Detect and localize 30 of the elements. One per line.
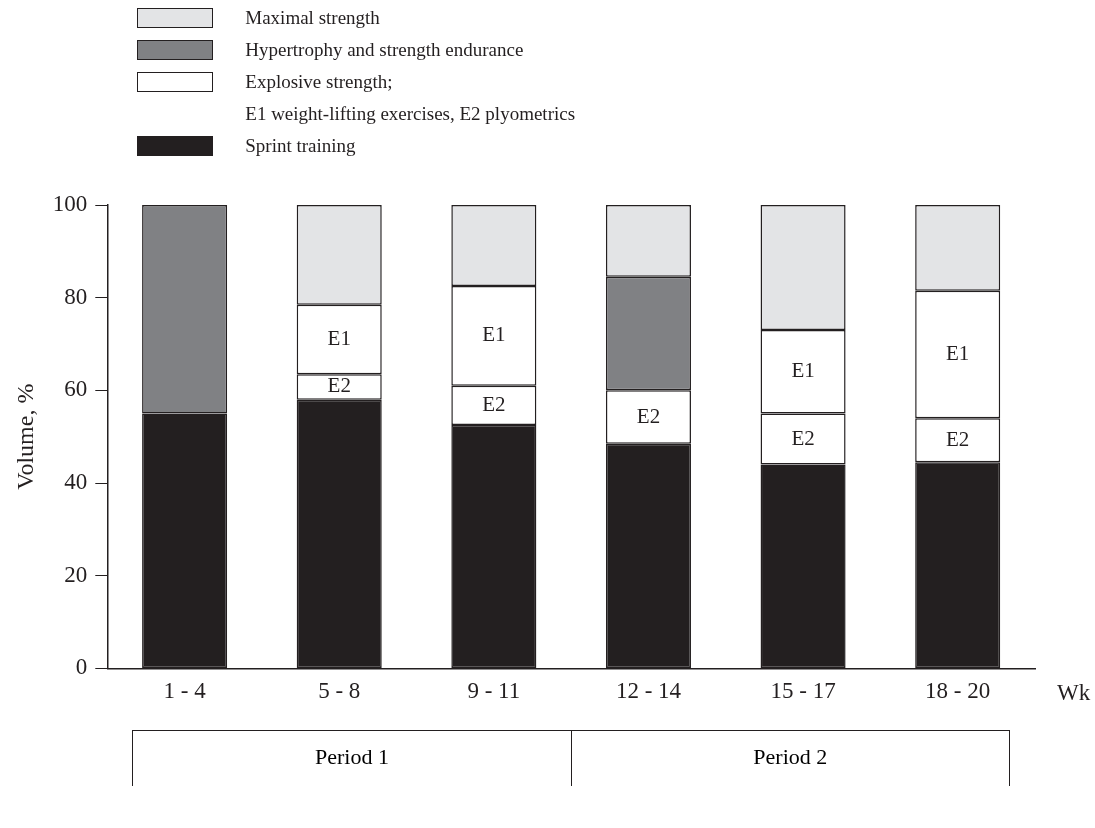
series-label: E1 <box>327 325 351 350</box>
x-tick-label: 15 - 17 <box>770 678 836 704</box>
y-tick-label: 0 <box>75 654 88 680</box>
y-tick-label: 20 <box>64 561 88 587</box>
legend-label: Hypertrophy and strength endurance <box>245 39 524 61</box>
y-tick-label: 40 <box>64 469 88 495</box>
text: E1 <box>791 358 815 383</box>
series-label: E2 <box>327 373 351 398</box>
text: E1 <box>946 340 970 365</box>
x-axis-title: Wk <box>1057 679 1091 705</box>
text: Explosive strength; <box>245 71 393 93</box>
y-tick-label: 100 <box>52 191 88 217</box>
text: E1 weight-lifting exercises, E2 plyometrics <box>244 102 576 126</box>
text: Period 1 <box>133 731 572 787</box>
x-tick-label: 1 - 4 <box>163 678 207 704</box>
legend-label: Maximal strength <box>245 7 380 29</box>
text: E2 <box>946 426 970 451</box>
text: E1 <box>482 322 506 347</box>
y-axis-title: Volume, % <box>11 383 38 490</box>
y-tick-label: 60 <box>64 376 88 402</box>
x-tick-label: 18 - 20 <box>925 678 991 704</box>
x-tick-label: 12 - 14 <box>615 678 682 704</box>
x-tick-label: 9 - 11 <box>467 678 521 704</box>
x-tick-label: 5 - 8 <box>318 678 361 704</box>
text: E2 <box>636 403 661 428</box>
text: E2 <box>482 391 506 416</box>
y-tick-label: 80 <box>64 283 88 309</box>
text: Period 2 <box>752 743 829 772</box>
legend-label: Sprint training <box>245 135 356 157</box>
text: E2 <box>791 425 815 450</box>
